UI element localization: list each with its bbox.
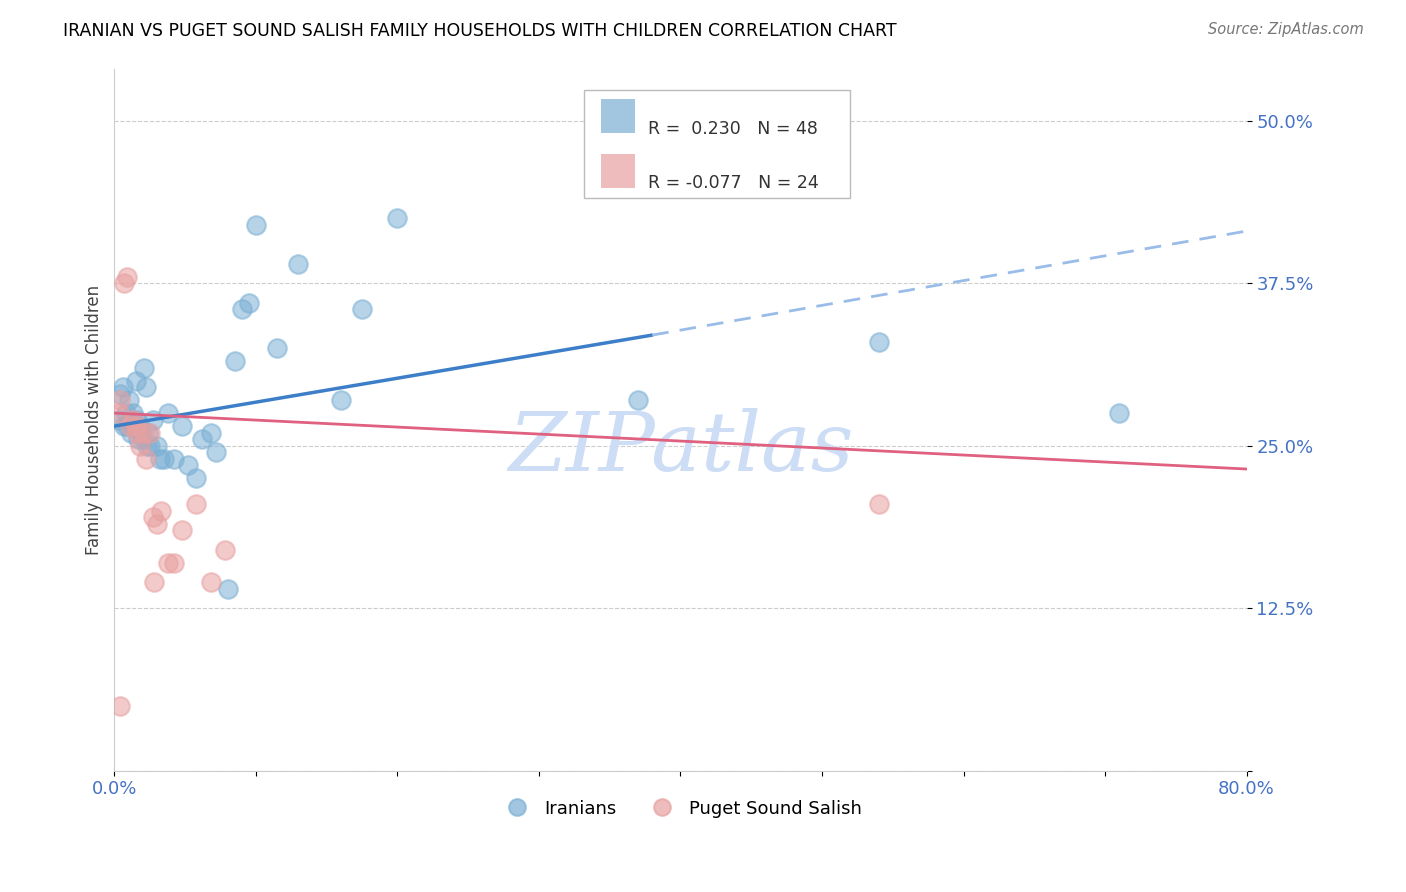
Point [191,432,214,446]
Point [266,341,288,355]
Point [115,419,138,434]
Point [122,419,145,434]
Point [214,542,236,557]
Point [186,471,208,485]
Point [163,451,186,466]
Legend: Iranians, Puget Sound Salish: Iranians, Puget Sound Salish [492,792,869,825]
Point [231,302,253,317]
Point [129,425,152,440]
Point [121,406,143,420]
Point [868,497,890,511]
Point [627,393,650,408]
Point [124,419,146,434]
Point [107,406,129,420]
Point [142,510,165,524]
Y-axis label: Family Households with Children: Family Households with Children [86,285,103,555]
Point [163,556,186,570]
Point [139,425,162,440]
Point [114,406,136,420]
Point [132,432,155,446]
Point [135,451,157,466]
Point [143,575,166,590]
Point [124,374,146,388]
Point [146,439,169,453]
Point [599,153,621,167]
Point [112,276,135,290]
Point [108,393,131,408]
Point [107,412,129,426]
Point [172,419,194,434]
Point [205,445,228,459]
Bar [602,99,636,133]
Point [136,439,159,453]
Point [134,425,156,440]
Point [139,439,162,453]
Point [352,302,374,317]
Point [172,523,194,537]
Point [112,419,135,434]
Point [245,218,267,232]
Point [115,269,138,284]
Point [146,516,169,531]
Point [200,575,222,590]
Point [108,386,131,401]
Point [157,406,180,420]
Point [128,439,150,453]
Point [153,451,176,466]
Point [108,698,131,713]
Point [120,425,142,440]
Point [138,425,160,440]
Point [224,354,246,368]
Point [1108,406,1130,420]
Point [121,412,143,426]
Point [125,425,148,440]
Point [287,256,309,270]
Point [125,412,148,426]
Point [127,432,149,446]
Text: R =  0.230   N = 48: R = 0.230 N = 48 [648,120,817,137]
Point [177,458,200,472]
Point [117,393,139,408]
Point [186,497,208,511]
Point [134,360,156,375]
Point [118,412,141,426]
Point [149,451,172,466]
Text: IRANIAN VS PUGET SOUND SALISH FAMILY HOUSEHOLDS WITH CHILDREN CORRELATION CHART: IRANIAN VS PUGET SOUND SALISH FAMILY HOU… [63,22,897,40]
Bar [585,89,851,198]
Point [387,211,409,225]
Point [238,295,260,310]
Point [135,380,157,394]
Point [118,419,141,434]
Point [329,393,352,408]
Text: R = -0.077   N = 24: R = -0.077 N = 24 [648,174,818,192]
Point [868,334,890,349]
Bar [602,153,636,187]
Point [128,419,150,434]
Point [217,582,239,596]
Point [157,556,180,570]
Text: Source: ZipAtlas.com: Source: ZipAtlas.com [1208,22,1364,37]
Point [111,380,134,394]
Point [142,412,165,426]
Text: ZIPatlas: ZIPatlas [508,408,853,488]
Point [150,503,173,517]
Point [200,425,222,440]
